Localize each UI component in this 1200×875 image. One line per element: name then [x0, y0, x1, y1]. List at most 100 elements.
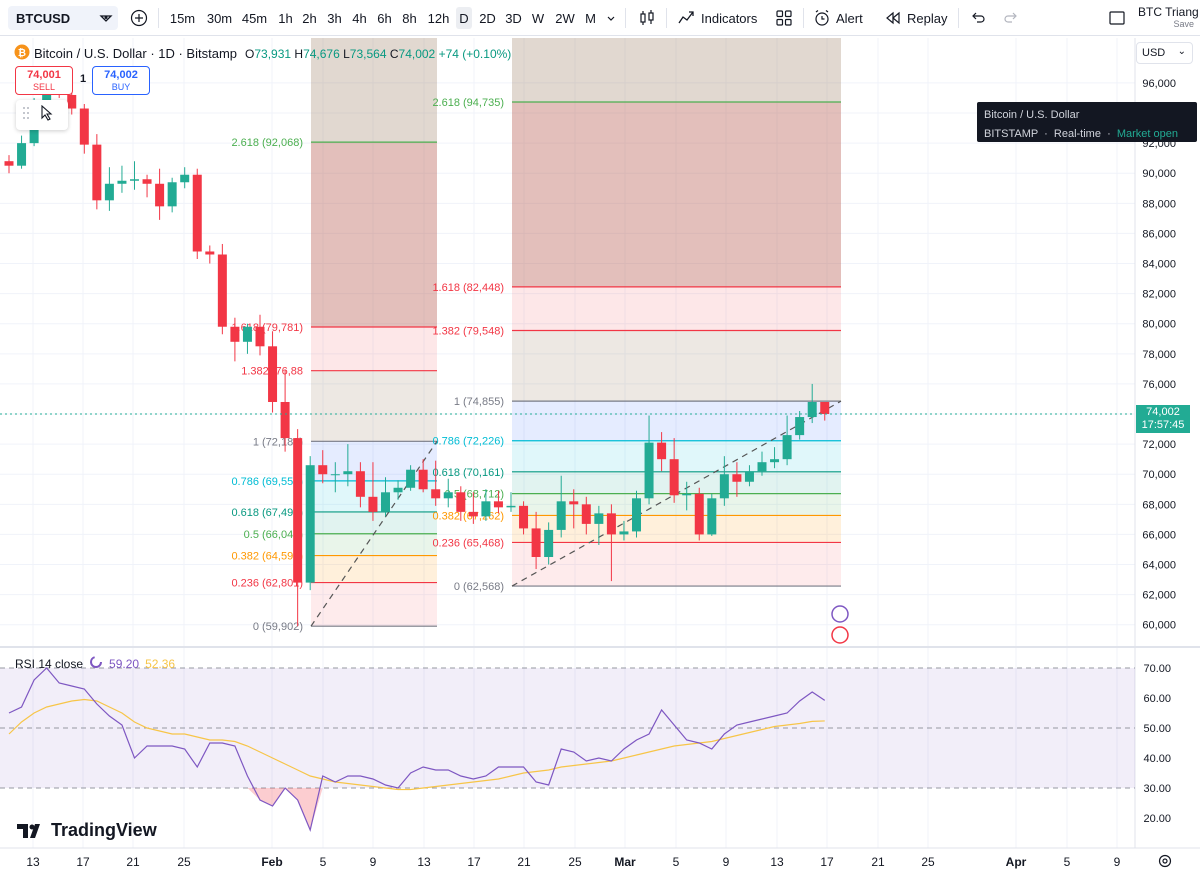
interval-w[interactable]: W [531, 10, 545, 26]
interval-3d[interactable]: 3D [505, 10, 522, 26]
fib-level-label: 0.382 (64,595) [231, 551, 303, 563]
interval-3h[interactable]: 3h [327, 10, 342, 26]
candle-body [581, 504, 591, 524]
candle-body [443, 492, 453, 499]
interval-6h[interactable]: 6h [377, 10, 392, 26]
undo-icon[interactable] [968, 7, 988, 29]
candle-body [130, 179, 139, 181]
replay-button[interactable]: Replay [884, 7, 948, 29]
candle-body [355, 471, 365, 497]
interval-2h[interactable]: 2h [302, 10, 317, 26]
toolbar-divider [625, 8, 626, 28]
legend-l-label: L [343, 46, 350, 61]
fib-level-label: 2.618 (92,068) [231, 137, 303, 149]
alert-button[interactable]: Alert [813, 7, 869, 29]
fib-level-label: 0.786 (69,559) [231, 476, 303, 488]
fib-level-label: 1.382 (79,548) [432, 326, 504, 338]
interval-2w[interactable]: 2W [555, 10, 575, 26]
tradingview-logo[interactable]: TradingView [17, 820, 157, 841]
candle-body [406, 469, 416, 488]
time-tick: 13 [770, 855, 784, 869]
layout-name-label: BTC Triang [1138, 5, 1199, 19]
candle-body [4, 161, 14, 166]
time-tick: Feb [261, 855, 283, 869]
legend-low: 73,564 [349, 46, 387, 61]
candles-type-icon[interactable] [636, 7, 658, 29]
fib-level-label: 1.618 (79,781) [231, 322, 303, 334]
fib-level-label: 0.618 (67,495) [231, 507, 303, 519]
drag-handle-icon[interactable] [22, 106, 30, 125]
candle-body [456, 492, 466, 512]
alert-label: Alert [836, 10, 863, 26]
candle-body [92, 144, 102, 201]
candle-body [255, 326, 265, 347]
legend-close: 74,002 [398, 46, 436, 61]
price-axis-tick: 76,000 [1142, 379, 1176, 391]
candle-body [669, 459, 679, 496]
interval-12h[interactable]: 12h [427, 10, 450, 26]
time-tick: 13 [26, 855, 40, 869]
fib-level-label: 0.618 (70,161) [432, 467, 504, 479]
candle-body [493, 501, 503, 508]
candle-body [242, 326, 252, 342]
tooltip-exchange: BITSTAMP [984, 128, 1038, 140]
price-axis-tick: 78,000 [1142, 349, 1176, 361]
layout-name-button[interactable]: BTC Triang Save [1138, 6, 1199, 30]
bar-countdown: 17:57:45 [1141, 419, 1185, 431]
candle-body [67, 94, 77, 109]
fib-zone [311, 38, 437, 328]
fib-zone [311, 582, 437, 627]
rsi-label: RSI 14 close [15, 656, 84, 671]
currency-select[interactable]: USD ⌄ [1136, 42, 1193, 64]
save-label: Save [1173, 19, 1194, 29]
candle-body [79, 108, 89, 145]
sell-label: SELL [32, 82, 56, 92]
interval-30m[interactable]: 30m [206, 10, 233, 26]
last-price-label: 74,002 17:57:45 [1136, 405, 1190, 433]
tooltip-details: BITSTAMP · Real-time · Market open [984, 128, 1179, 140]
time-tick: 13 [417, 855, 431, 869]
compare-add-icon[interactable] [128, 7, 150, 29]
interval-m[interactable]: M [585, 10, 596, 26]
interval-d[interactable]: D [456, 7, 472, 29]
candle-body [757, 462, 767, 472]
time-tick: 5 [1063, 855, 1071, 869]
legend-c-label: C [389, 46, 399, 61]
interval-more-icon[interactable] [604, 7, 618, 29]
symbol-search[interactable]: BTCUSD [8, 6, 118, 30]
fib-zone [512, 101, 841, 287]
time-tick: 25 [921, 855, 935, 869]
rsi-legend[interactable]: RSI 14 close 59.20 52.36 [15, 655, 175, 672]
candle-body [619, 531, 629, 535]
tooltip-status: Market open [1116, 128, 1179, 140]
interval-8h[interactable]: 8h [402, 10, 417, 26]
cursor-arrow-icon[interactable] [40, 104, 54, 126]
interval-15m[interactable]: 15m [169, 10, 196, 26]
candle-body [770, 459, 780, 463]
fib-level-label: 0 (62,568) [454, 581, 504, 593]
fib-trend-line [310, 440, 438, 627]
time-tick: 21 [517, 855, 531, 869]
price-axis-tick: 66,000 [1142, 529, 1176, 541]
rsi-axis-tick: 40.00 [1143, 753, 1171, 765]
candle-body [544, 529, 554, 558]
legend-h-label: H [294, 46, 304, 61]
time-tick: 17 [76, 855, 90, 869]
sell-button[interactable]: 74,001 SELL [15, 66, 73, 95]
candle-body [167, 182, 177, 207]
interval-4h[interactable]: 4h [352, 10, 367, 26]
templates-icon[interactable] [773, 7, 795, 29]
candle-body [657, 442, 667, 460]
redo-icon[interactable] [1001, 7, 1021, 29]
interval-1h[interactable]: 1h [278, 10, 293, 26]
interval-45m[interactable]: 45m [241, 10, 268, 26]
trade-quantity[interactable]: 1 [80, 73, 87, 85]
candle-body [820, 401, 830, 414]
chart-canvas[interactable]: 2.618 (92,068)1.618 (79,781)1.382 (76,88… [0, 37, 1200, 875]
indicators-button[interactable]: Indicators [677, 7, 762, 29]
interval-2d[interactable]: 2D [479, 10, 496, 26]
settings-gear-icon[interactable] [1157, 853, 1173, 872]
fib-zone [512, 515, 841, 543]
buy-button[interactable]: 74,002 BUY [92, 66, 150, 95]
layout-checkbox-icon[interactable] [1107, 7, 1127, 29]
